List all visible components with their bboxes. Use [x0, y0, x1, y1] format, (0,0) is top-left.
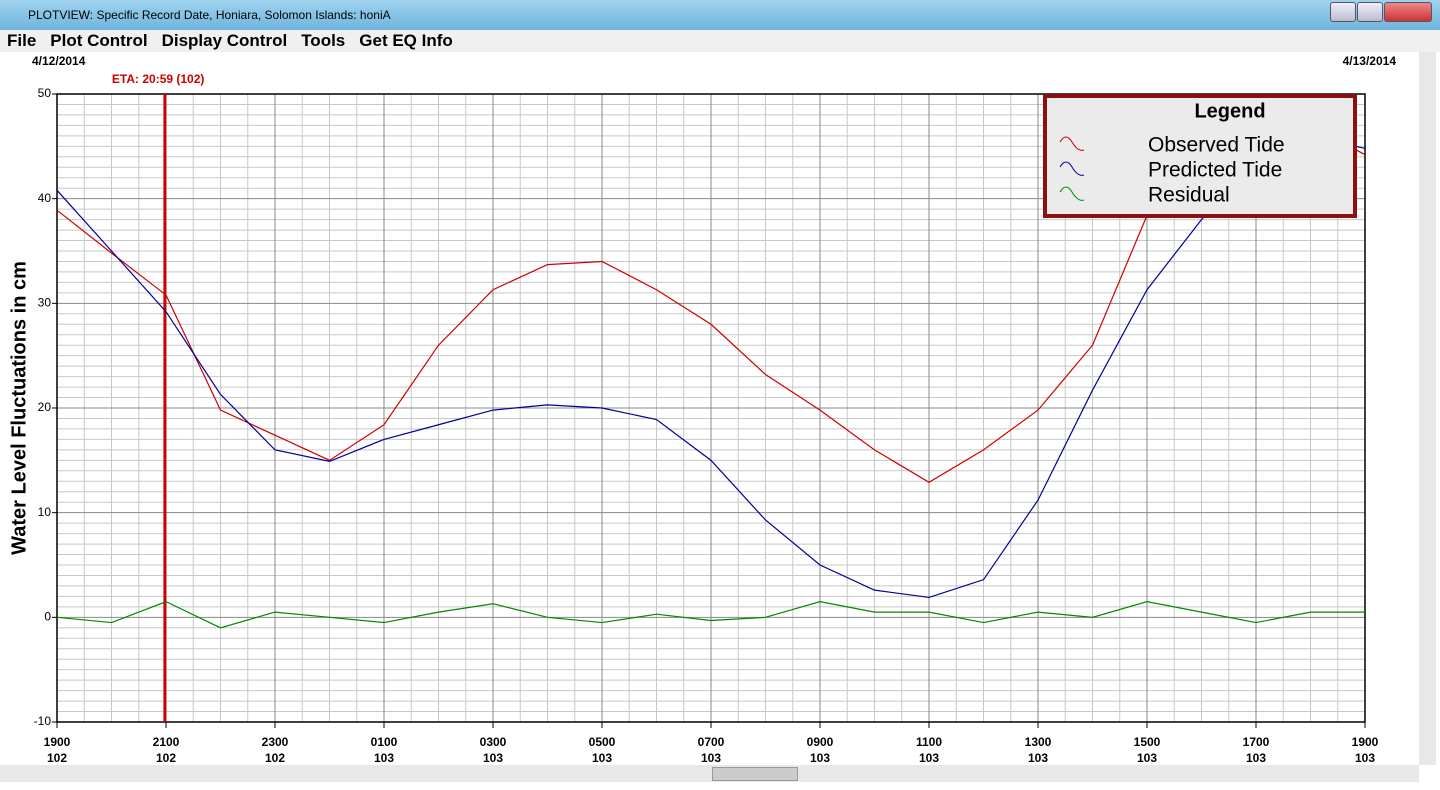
x-tick-label: 0500: [589, 735, 616, 749]
x-tick-day: 103: [810, 751, 830, 765]
x-tick-label: 0900: [807, 735, 834, 749]
legend-title: Legend: [1194, 100, 1265, 122]
x-tick-label: 2300: [262, 735, 289, 749]
legend-icon: [1059, 136, 1085, 151]
x-tick-day: 103: [1137, 751, 1157, 765]
x-tick-label: 0100: [371, 735, 398, 749]
x-tick-day: 102: [265, 751, 285, 765]
x-tick-label: 0700: [698, 735, 725, 749]
window-title: PLOTVIEW: Specific Record Date, Honiara,…: [28, 8, 391, 22]
y-tick-label: 0: [44, 610, 51, 624]
maximize-button[interactable]: [1357, 2, 1383, 22]
menu-bar: File Plot Control Display Control Tools Get …: [0, 30, 1440, 52]
chart: -10 0 10 20 30 40 50 1900 102 2100 102 2300 102 0100 1…: [8, 54, 1397, 765]
x-tick-day: 103: [374, 751, 394, 765]
x-tick-label: 1900: [1352, 735, 1379, 749]
x-tick-day: 103: [483, 751, 503, 765]
y-tick-label: 50: [38, 86, 52, 100]
x-tick-label: 1700: [1243, 735, 1270, 749]
series-line: [56, 600, 1365, 629]
x-tick-label: 1300: [1025, 735, 1052, 749]
legend-icon: [1059, 161, 1085, 176]
x-tick-day: 102: [156, 751, 176, 765]
legend-box: [1043, 94, 1357, 218]
y-tick-label: 40: [38, 191, 52, 205]
vertical-scrollbar[interactable]: [1419, 52, 1436, 765]
legend-icon: [1059, 186, 1085, 201]
menu-item[interactable]: Display Control: [161, 31, 288, 50]
x-tick-day: 102: [47, 751, 67, 765]
series-line: [56, 135, 1366, 599]
menu-item[interactable]: File: [7, 31, 37, 50]
x-tick-label: 1900: [44, 735, 71, 749]
y-tick-label: 10: [38, 505, 52, 519]
y-axis-label: Water Level Fluctuations in cm: [8, 261, 30, 555]
x-tick-day: 103: [701, 751, 721, 765]
scroll-thumb[interactable]: [712, 767, 798, 781]
legend-entry: Predicted Tide: [1148, 159, 1282, 182]
start-date: 4/12/2014: [32, 54, 86, 68]
title-bar: PLOTVIEW: Specific Record Date, Honiara,…: [0, 0, 1440, 30]
x-tick-label: 0300: [480, 735, 507, 749]
minimize-button[interactable]: [1330, 2, 1356, 22]
legend-entry: Observed Tide: [1148, 134, 1285, 157]
plot-frame: [56, 93, 1366, 723]
x-tick-label: 1500: [1134, 735, 1161, 749]
eta-label: ETA: 20:59 (102): [112, 72, 204, 86]
x-tick-day: 103: [592, 751, 612, 765]
x-tick-day: 103: [919, 751, 939, 765]
horizontal-scrollbar[interactable]: [0, 765, 1419, 782]
menu-item[interactable]: Plot Control: [50, 31, 148, 50]
x-tick-day: 103: [1028, 751, 1048, 765]
legend-entry: Residual: [1148, 184, 1230, 207]
y-tick-label: -10: [34, 714, 52, 728]
x-tick-label: 2100: [153, 735, 180, 749]
x-tick-label: 1100: [916, 735, 942, 749]
end-date: 4/13/2014: [1343, 54, 1397, 68]
close-button[interactable]: [1384, 2, 1432, 22]
menu-item[interactable]: Get EQ Info: [359, 31, 453, 50]
y-tick-label: 20: [38, 400, 52, 414]
x-tick-day: 103: [1355, 751, 1375, 765]
menu-item[interactable]: Tools: [301, 31, 346, 50]
y-tick-label: 30: [38, 296, 52, 310]
x-tick-day: 103: [1246, 751, 1266, 765]
